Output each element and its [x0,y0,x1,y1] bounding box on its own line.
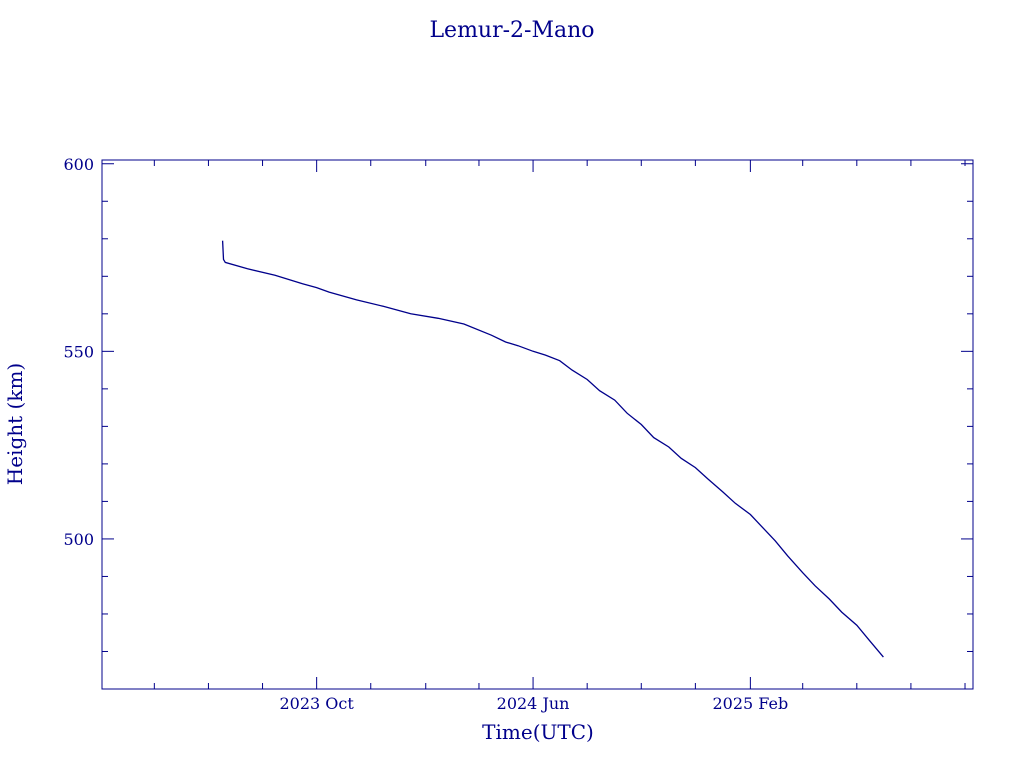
axis-tick-labels: 2023 Oct 2024 Jun 2025 Feb 500 550 600 [63,155,788,713]
chart-title: Lemur-2-Mano [429,18,594,43]
x-tick-label: 2024 Jun [497,694,570,713]
y-tick-label: 550 [63,342,94,361]
plot-frame [101,159,974,690]
series-line [221,240,884,658]
y-axis-label: Height (km) [3,363,27,485]
x-tick-label: 2025 Feb [712,694,788,713]
y-tick-label: 600 [63,155,94,174]
axis-ticks [102,160,973,690]
x-tick-label: 2023 Oct [279,694,354,713]
x-axis-label: Time(UTC) [482,720,594,744]
y-tick-label: 500 [63,530,94,549]
